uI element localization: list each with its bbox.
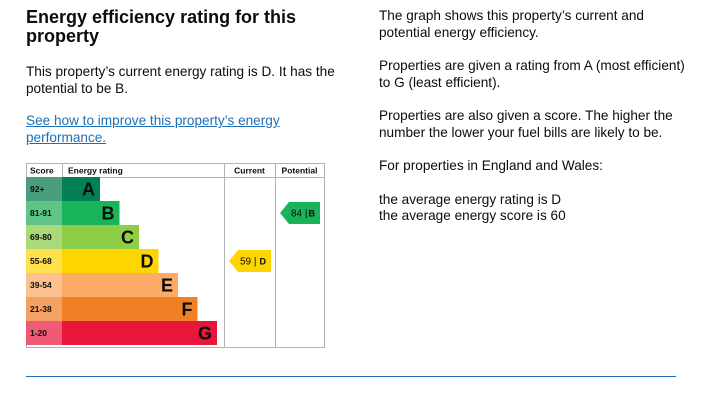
current-score-letter: D — [260, 257, 267, 267]
score-range-e: 39-54 — [30, 280, 52, 290]
score-range-g: 1-20 — [30, 328, 47, 338]
rating-letter-f: F — [182, 300, 193, 320]
info-score-text: Properties are also given a score. The h… — [379, 108, 673, 140]
current-rating-text: This property’s current energy rating is… — [26, 64, 335, 96]
page-title: Energy efficiency rating for this proper… — [26, 7, 297, 46]
score-cell-d — [26, 249, 62, 273]
section-divider — [26, 376, 676, 377]
average-rating-text: the average energy rating is D — [379, 191, 562, 207]
chart-markers: 59 | D 84 | B — [229, 202, 320, 272]
rating-bar-g — [62, 321, 217, 345]
rating-bar-f — [62, 297, 198, 321]
header-potential: Potential — [282, 166, 318, 176]
score-cell-f — [26, 297, 62, 321]
rating-letter-e: E — [161, 276, 173, 296]
score-cell-g — [26, 321, 62, 345]
potential-score-letter: B — [309, 209, 316, 219]
score-cell-c — [26, 225, 62, 249]
score-range-a: 92+ — [30, 184, 44, 194]
header-current: Current — [234, 166, 265, 176]
current-score-value: 59 | — [240, 257, 257, 268]
score-range-f: 21-38 — [30, 304, 52, 314]
rating-letter-g: G — [198, 324, 212, 344]
score-range-b: 81-91 — [30, 208, 52, 218]
energy-rating-chart: Score Energy rating Current Potential 92+ A 8… — [26, 163, 325, 348]
rating-letter-a: A — [82, 180, 95, 200]
epc-explanation: The graph shows this property’s current … — [379, 8, 689, 225]
improve-performance-link[interactable]: See how to improve this property’s energ… — [26, 113, 280, 145]
header-score: Score — [30, 166, 54, 176]
info-region-text: For properties in England and Wales: — [379, 158, 603, 173]
chart-bands: 92+ A 81-91 B 69-80 C 55-68 D 39-54 E 21-38 F 1-20 G — [26, 177, 217, 345]
epc-summary: Energy efficiency rating for this proper… — [26, 8, 346, 146]
rating-letter-c: C — [121, 228, 134, 248]
rating-letter-b: B — [102, 204, 115, 224]
averages: the average energy rating is D the avera… — [379, 192, 689, 225]
potential-marker — [280, 202, 320, 224]
average-score-text: the average energy score is 60 — [379, 208, 566, 223]
rating-bar-d — [62, 249, 159, 273]
rating-letter-d: D — [141, 252, 154, 272]
score-cell-e — [26, 273, 62, 297]
header-energy-rating: Energy rating — [68, 166, 123, 176]
score-cell-b — [26, 201, 62, 225]
potential-score-value: 84 | — [291, 209, 308, 220]
rating-bar-a — [62, 177, 100, 201]
rating-bar-e — [62, 273, 178, 297]
rating-bar-c — [62, 225, 139, 249]
score-range-d: 55-68 — [30, 256, 52, 266]
rating-bar-b — [62, 201, 120, 225]
current-marker — [229, 250, 271, 272]
chart-header: Score Energy rating Current Potential — [30, 166, 317, 176]
score-range-c: 69-80 — [30, 232, 52, 242]
score-cell-a — [26, 177, 62, 201]
info-rating-text: Properties are given a rating from A (mo… — [379, 58, 685, 90]
info-graph-text: The graph shows this property’s current … — [379, 8, 644, 40]
